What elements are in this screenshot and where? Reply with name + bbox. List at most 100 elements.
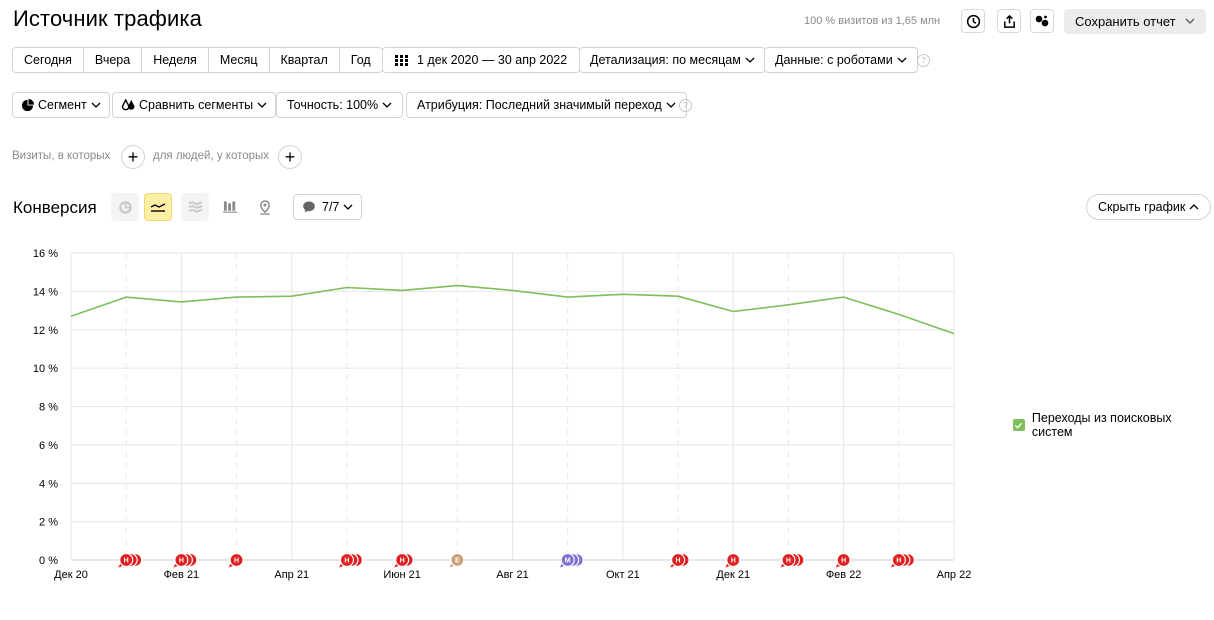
chevron-down-icon (91, 102, 101, 108)
annotation-marker-letter: Н (234, 558, 239, 565)
pie-icon (118, 200, 132, 214)
period-month[interactable]: Месяц (209, 48, 270, 72)
chart-legend[interactable]: Переходы из поисковых систем (1013, 411, 1214, 439)
period-week[interactable]: Неделя (142, 48, 209, 72)
annotation-marker-letter: Н (179, 558, 184, 565)
add-people-condition-button[interactable]: + (278, 145, 302, 169)
y-tick-label: 16 % (33, 248, 58, 260)
chevron-down-icon[interactable] (1184, 15, 1196, 27)
chart-type-line[interactable] (144, 193, 172, 221)
conversion-chart: 16 % 14 % 12 % 10 % 8 % 6 % 4 % 2 % 0 % Дек 20 Фев… (33, 248, 972, 581)
visits-condition-label: Визиты, в которых (12, 150, 111, 162)
period-yesterday[interactable]: Вчера (84, 48, 143, 72)
chart-type-pie[interactable] (111, 193, 139, 221)
x-tick-label: Дек 21 (716, 569, 750, 581)
annotation-marker-letter: Н (400, 558, 405, 565)
x-tick-label: Авг 21 (496, 569, 528, 581)
x-tick-label: Апр 21 (274, 569, 309, 581)
annotation-marker-tail (228, 563, 235, 568)
y-tick-label: 12 % (33, 325, 58, 337)
x-tick-label: Дек 20 (54, 569, 88, 581)
annotation-marker-tail (118, 563, 125, 568)
pie-chart-icon (21, 98, 34, 111)
chevron-down-icon (343, 204, 353, 210)
date-range-button[interactable]: 1 дек 2020 — 30 апр 2022 (382, 47, 581, 73)
annotation-marker-letter: Н (786, 558, 791, 565)
y-tick-label: 8 % (39, 402, 58, 414)
legend-checkbox[interactable] (1013, 419, 1025, 431)
period-quarter[interactable]: Квартал (270, 48, 340, 72)
annotation-marker (560, 552, 575, 568)
period-selector: Сегодня Вчера Неделя Месяц Квартал Год (12, 47, 383, 73)
attribution-dropdown[interactable]: Атрибуция: Последний значимый переход (406, 92, 687, 118)
chart-type-bars[interactable] (216, 193, 244, 221)
help-icon[interactable]: ? (679, 99, 692, 112)
annotation-marker (450, 552, 465, 568)
annotation-marker-tail (725, 563, 732, 568)
chart-type-map[interactable] (251, 193, 279, 221)
detail-label: Детализация: по месяцам (590, 53, 741, 67)
help-icon[interactable]: ? (917, 54, 930, 67)
x-tick-label: Апр 22 (937, 569, 972, 581)
ai-button[interactable] (1030, 9, 1054, 33)
save-report-label: Сохранить отчет (1075, 14, 1176, 29)
series-line (70, 284, 955, 335)
y-tick-label: 14 % (33, 286, 58, 298)
x-tick-label: Окт 21 (606, 569, 640, 581)
y-tick-label: 6 % (39, 440, 58, 452)
chevron-down-icon (745, 57, 755, 63)
annotation-marker (891, 552, 906, 568)
annotation-marker (229, 552, 244, 568)
bar-chart-icon (222, 201, 237, 213)
checkmark-icon (1015, 422, 1023, 429)
period-year[interactable]: Год (350, 53, 371, 67)
annotation-marker-tail (449, 563, 456, 568)
annotation-marker-letter: Н (676, 558, 681, 565)
notes-count: 7/7 (322, 200, 340, 214)
segment-label: Сегмент (38, 98, 87, 112)
compare-label: Сравнить сегменты (139, 98, 254, 112)
annotation-marker (174, 552, 189, 568)
y-tick-label: 0 % (39, 555, 58, 567)
annotation-marker-tail (835, 563, 842, 568)
x-tick-label: Июн 21 (383, 569, 421, 581)
page-title: Источник трафика (13, 6, 202, 31)
notes-dropdown[interactable]: 7/7 (293, 194, 363, 220)
annotation-marker-tail (559, 563, 566, 568)
compare-drops-icon (121, 98, 135, 110)
detail-dropdown[interactable]: Детализация: по месяцам (579, 47, 766, 73)
annotation-marker-tail (173, 563, 180, 568)
calendar-icon (395, 54, 408, 66)
clock-icon (966, 14, 980, 28)
chevron-up-icon (1189, 204, 1199, 210)
data-dropdown[interactable]: Данные: с роботами (764, 47, 918, 73)
attribution-label: Атрибуция: Последний значимый переход (417, 98, 662, 112)
chart-title: Конверсия (13, 198, 97, 217)
annotation-marker (339, 552, 355, 568)
chevron-down-icon (897, 57, 907, 63)
comment-icon (303, 201, 315, 213)
add-visit-condition-button[interactable]: + (121, 145, 145, 169)
annotation-marker (726, 552, 741, 568)
export-button[interactable] (997, 9, 1021, 33)
hide-chart-label: Скрыть график (1098, 200, 1186, 214)
hide-chart-button[interactable]: Скрыть график (1086, 194, 1212, 220)
period-today[interactable]: Сегодня (13, 48, 84, 72)
people-condition-label: для людей, у которых (153, 150, 270, 162)
segment-dropdown[interactable]: Сегмент (12, 92, 110, 118)
line-chart-icon (150, 203, 166, 212)
data-label: Данные: с роботами (775, 53, 893, 67)
visits-info: 100 % визитов из 1,65 млн (804, 15, 941, 27)
annotation-marker-tail (670, 563, 677, 568)
date-range-label: 1 дек 2020 — 30 апр 2022 (417, 53, 568, 67)
chevron-down-icon (257, 102, 267, 108)
annotation-marker-tail (890, 563, 897, 568)
annotation-marker-tail (394, 563, 401, 568)
map-pin-icon (260, 199, 270, 215)
accuracy-dropdown[interactable]: Точность: 100% (276, 92, 404, 118)
chart-type-area[interactable] (181, 193, 209, 221)
annotation-marker (781, 552, 796, 568)
history-button[interactable] (961, 9, 985, 33)
compare-segments-dropdown[interactable]: Сравнить сегменты (112, 92, 277, 118)
save-report-button[interactable]: Сохранить отчет (1064, 9, 1206, 34)
